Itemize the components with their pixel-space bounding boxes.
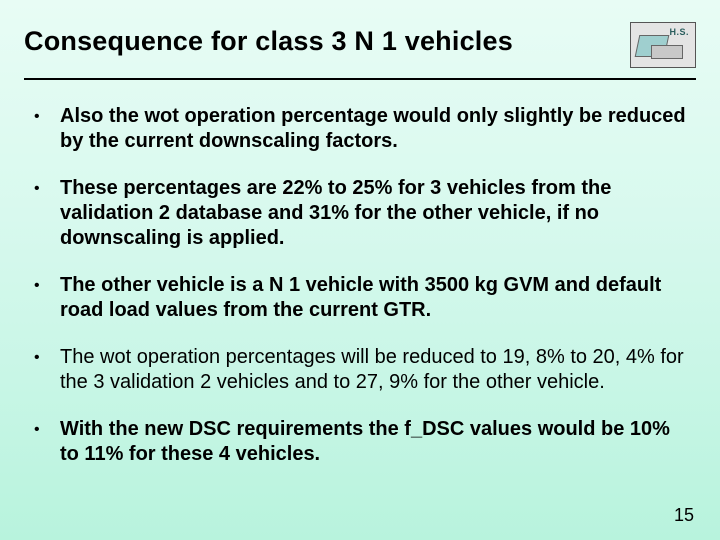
bullet-text: Also the wot operation percentage would … [60,104,686,154]
bullet-marker: • [34,273,60,296]
bullet-list: • Also the wot operation percentage woul… [34,104,686,467]
slide-title: Consequence for class 3 N 1 vehicles [24,22,513,57]
bullet-item: • The wot operation percentages will be … [34,345,686,395]
slide: Consequence for class 3 N 1 vehicles H.S… [0,0,720,540]
bullet-item: • These percentages are 22% to 25% for 3… [34,176,686,251]
bullet-text: The other vehicle is a N 1 vehicle with … [60,273,686,323]
bullet-item: • The other vehicle is a N 1 vehicle wit… [34,273,686,323]
logo-text: H.S. [669,27,689,37]
logo-shape [651,45,683,59]
slide-header: Consequence for class 3 N 1 vehicles H.S… [0,0,720,78]
bullet-marker: • [34,345,60,368]
bullet-marker: • [34,104,60,127]
page-number: 15 [674,505,694,526]
logo: H.S. [630,22,696,68]
slide-content: • Also the wot operation percentage woul… [0,80,720,467]
bullet-text: These percentages are 22% to 25% for 3 v… [60,176,686,251]
bullet-marker: • [34,176,60,199]
bullet-text: With the new DSC requirements the f_DSC … [60,417,686,467]
bullet-item: • With the new DSC requirements the f_DS… [34,417,686,467]
bullet-text: The wot operation percentages will be re… [60,345,686,395]
bullet-marker: • [34,417,60,440]
bullet-item: • Also the wot operation percentage woul… [34,104,686,154]
